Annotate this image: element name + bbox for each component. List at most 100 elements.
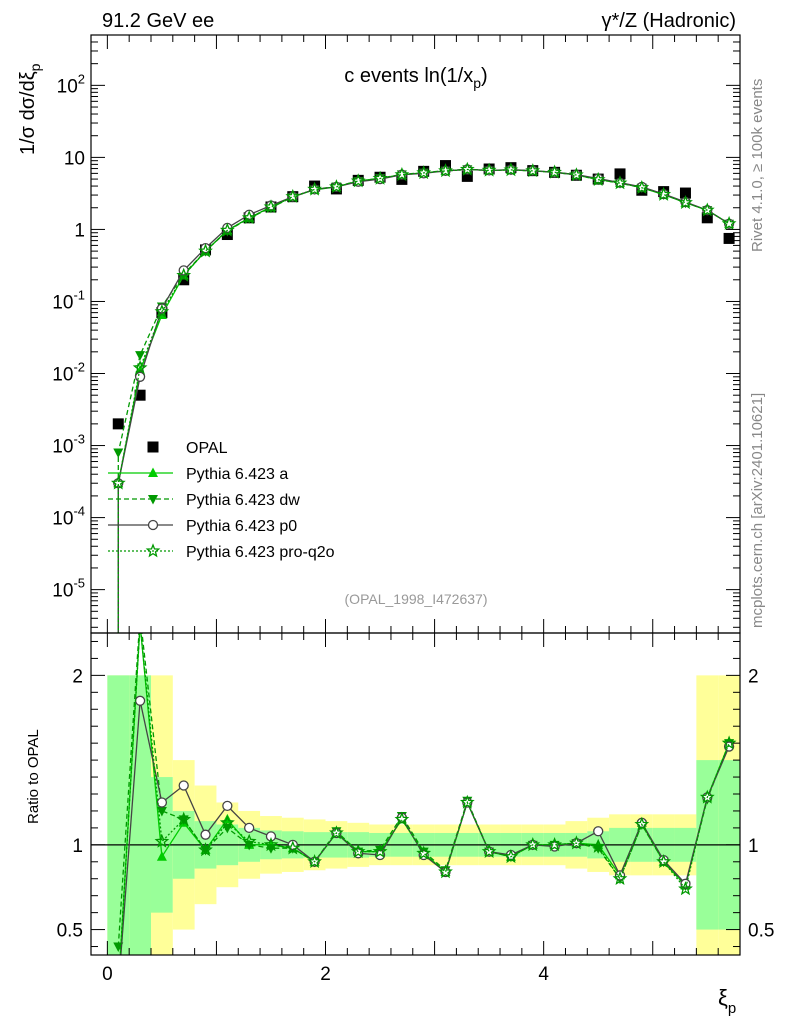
ratio-point-pythia-6-423-pro-q2o [154, 833, 170, 848]
chart-title-main: c events ln(1/x [344, 65, 473, 87]
series-point-pythia-6-423-pro-q2o [438, 163, 453, 178]
series-point-pythia-6-423-pro-q2o [372, 170, 388, 185]
ratio-point-pythia-6-423-p0 [114, 984, 123, 993]
header-right: γ*/Z (Hadronic) [602, 10, 736, 32]
ratio-point-pythia-6-423-pro-q2o [678, 881, 693, 896]
ratio-point-pythia-6-423-pro-q2o [525, 837, 541, 852]
x-axis-label-main: ξ [718, 985, 728, 1010]
legend: OPAL Pythia 6.423 a Pythia 6.423 dw Pythia … [108, 440, 335, 561]
series-point-pythia-6-423-pro-q2o [699, 202, 715, 217]
series-line-pythia-6-423-dw [117, 168, 730, 633]
ratio-point-pythia-6-423-p0 [200, 829, 211, 840]
ratio-point-pythia-6-423-pro-q2o [569, 835, 584, 850]
opal-data-point [679, 187, 691, 199]
y-tick-label-ratio-right: 0.5 [748, 921, 774, 942]
ratio-point-pythia-6-423-pro-q2o [590, 838, 606, 853]
series-point-pythia-6-423-dw [135, 351, 146, 361]
y-tick-label-ratio-right: 1 [748, 836, 759, 857]
series-point-pythia-6-423-pro-q2o [154, 303, 170, 319]
ratio-line-pythia-6-423-dw [117, 633, 730, 947]
ratio-point-pythia-6-423-pro-q2o [416, 845, 432, 860]
ratio-point-pythia-6-423-dw [156, 806, 167, 817]
y-tick-label-base: 10 [57, 76, 78, 97]
ratio-point-pythia-6-423-a [135, 619, 145, 629]
series-point-pythia-6-423-pro-q2o [198, 243, 213, 258]
opal-data-point [112, 418, 124, 430]
series-point-pythia-6-423-pro-q2o [721, 215, 737, 231]
main-ylabel-sub: p [27, 63, 43, 71]
legend-marker [148, 467, 158, 477]
y-tick-label-main: 102 [57, 71, 85, 97]
chart-title-close: ) [481, 65, 488, 87]
series-point-pythia-6-423-pro-q2o [416, 165, 432, 180]
y-tick-label-main: 10-4 [52, 504, 85, 530]
ratio-point-pythia-6-423-p0 [156, 797, 168, 808]
ratio-point-pythia-6-423-pro-q2o [547, 837, 563, 852]
y-tick-label-ratio: 2 [72, 666, 83, 687]
legend-entry: Pythia 6.423 pro-q2o [108, 543, 335, 561]
series-point-pythia-6-423-pro-q2o [219, 222, 235, 237]
y-tick-label-main: 10-5 [52, 576, 85, 602]
header-left: 91.2 GeV ee [102, 10, 214, 32]
legend-entry: Pythia 6.423 p0 [108, 518, 297, 535]
ratio-point-pythia-6-423-pro-q2o [241, 833, 257, 848]
series-point-pythia-6-423-pro-q2o [525, 163, 541, 178]
y-tick-label-ratio: 0.5 [57, 921, 83, 942]
analysis-watermark: (OPAL_1998_I472637) [345, 591, 488, 607]
series-point-pythia-6-423-pro-q2o [612, 175, 628, 190]
legend-marker [145, 543, 161, 558]
y-tick-label-exp: 2 [78, 71, 85, 86]
ratio-point-pythia-6-423-pro-q2o [307, 853, 322, 869]
series-line-pythia-6-423-pro-q2o [117, 168, 730, 633]
series-point-pythia-6-423-pro-q2o [350, 173, 366, 188]
opal-data-point [701, 212, 713, 224]
x-tick-label: 4 [538, 964, 549, 985]
ratio-point-pythia-6-423-pro-q2o [219, 815, 235, 830]
ratio-point-pythia-6-423-pro-q2o [634, 816, 650, 831]
y-tick-label-main: 10-3 [52, 432, 85, 458]
band-inner-bin [129, 675, 151, 955]
chart-title: c events ln(1/xp) [344, 65, 487, 91]
y-tick-label-ratio: 1 [72, 836, 83, 857]
legend-label: Pythia 6.423 p0 [186, 518, 297, 535]
band-inner-bin [107, 675, 130, 955]
y-tick-label-main: 10-2 [52, 360, 85, 386]
ratio-point-pythia-6-423-pro-q2o [481, 843, 497, 858]
opal-data-point [461, 170, 473, 182]
rivet-label: Rivet 4.1.0, ≥ 100k events [749, 79, 766, 252]
series-point-pythia-6-423-pro-q2o [481, 162, 497, 177]
series-point-pythia-6-423-pro-q2o [285, 188, 301, 203]
series-point-pythia-6-423-pro-q2o [678, 194, 693, 210]
legend-marker-opal [147, 441, 159, 453]
x-axis-label: ξp [718, 985, 736, 1017]
ratio-point-pythia-6-423-pro-q2o [721, 735, 737, 750]
ratio-series-group [113, 612, 737, 994]
ratio-point-pythia-6-423-pro-q2o [134, 619, 145, 630]
y-tick-label-exp: -3 [73, 432, 85, 447]
ratio-point-pythia-6-423-pro-q2o [198, 842, 213, 857]
series-point-pythia-6-423-pro-q2o [241, 210, 257, 225]
ratio-point-pythia-6-423-pro-q2o [503, 848, 519, 864]
series-point-pythia-6-423-p0 [134, 371, 146, 382]
ratio-point-pythia-6-423-pro-q2o [113, 983, 124, 994]
y-tick-label-base: 10 [52, 437, 73, 458]
ratio-point-pythia-6-423-pro-q2o [329, 825, 344, 840]
x-tick-label: 2 [320, 964, 331, 985]
main-ylabel-main: 1/σ dσ/dξ [17, 71, 39, 155]
series-point-pythia-6-423-pro-q2o [569, 167, 584, 182]
series-point-pythia-6-423-pro-q2o [547, 164, 562, 179]
ratio-point-pythia-6-423-p0 [244, 822, 255, 834]
y-tick-label-ratio-right: 2 [748, 666, 759, 687]
y-tick-label-base: 10 [52, 509, 73, 530]
ratio-point-pythia-6-423-p0 [222, 800, 233, 812]
ratio-point-pythia-6-423-dw [135, 612, 145, 622]
series-point-pythia-6-423-dw [113, 448, 124, 459]
y-tick-label-main: 10 [64, 148, 85, 169]
opal-data-point [134, 389, 146, 401]
series-point-pythia-6-423-pro-q2o [132, 359, 148, 375]
series-point-pythia-6-423-pro-q2o [656, 186, 672, 201]
series-point-pythia-6-423-pro-q2o [329, 179, 344, 194]
ratio-point-pythia-6-423-pro-q2o [285, 840, 301, 855]
ratio-point-pythia-6-423-pro-q2o [176, 811, 192, 826]
y-tick-label-base: 10 [52, 365, 73, 386]
